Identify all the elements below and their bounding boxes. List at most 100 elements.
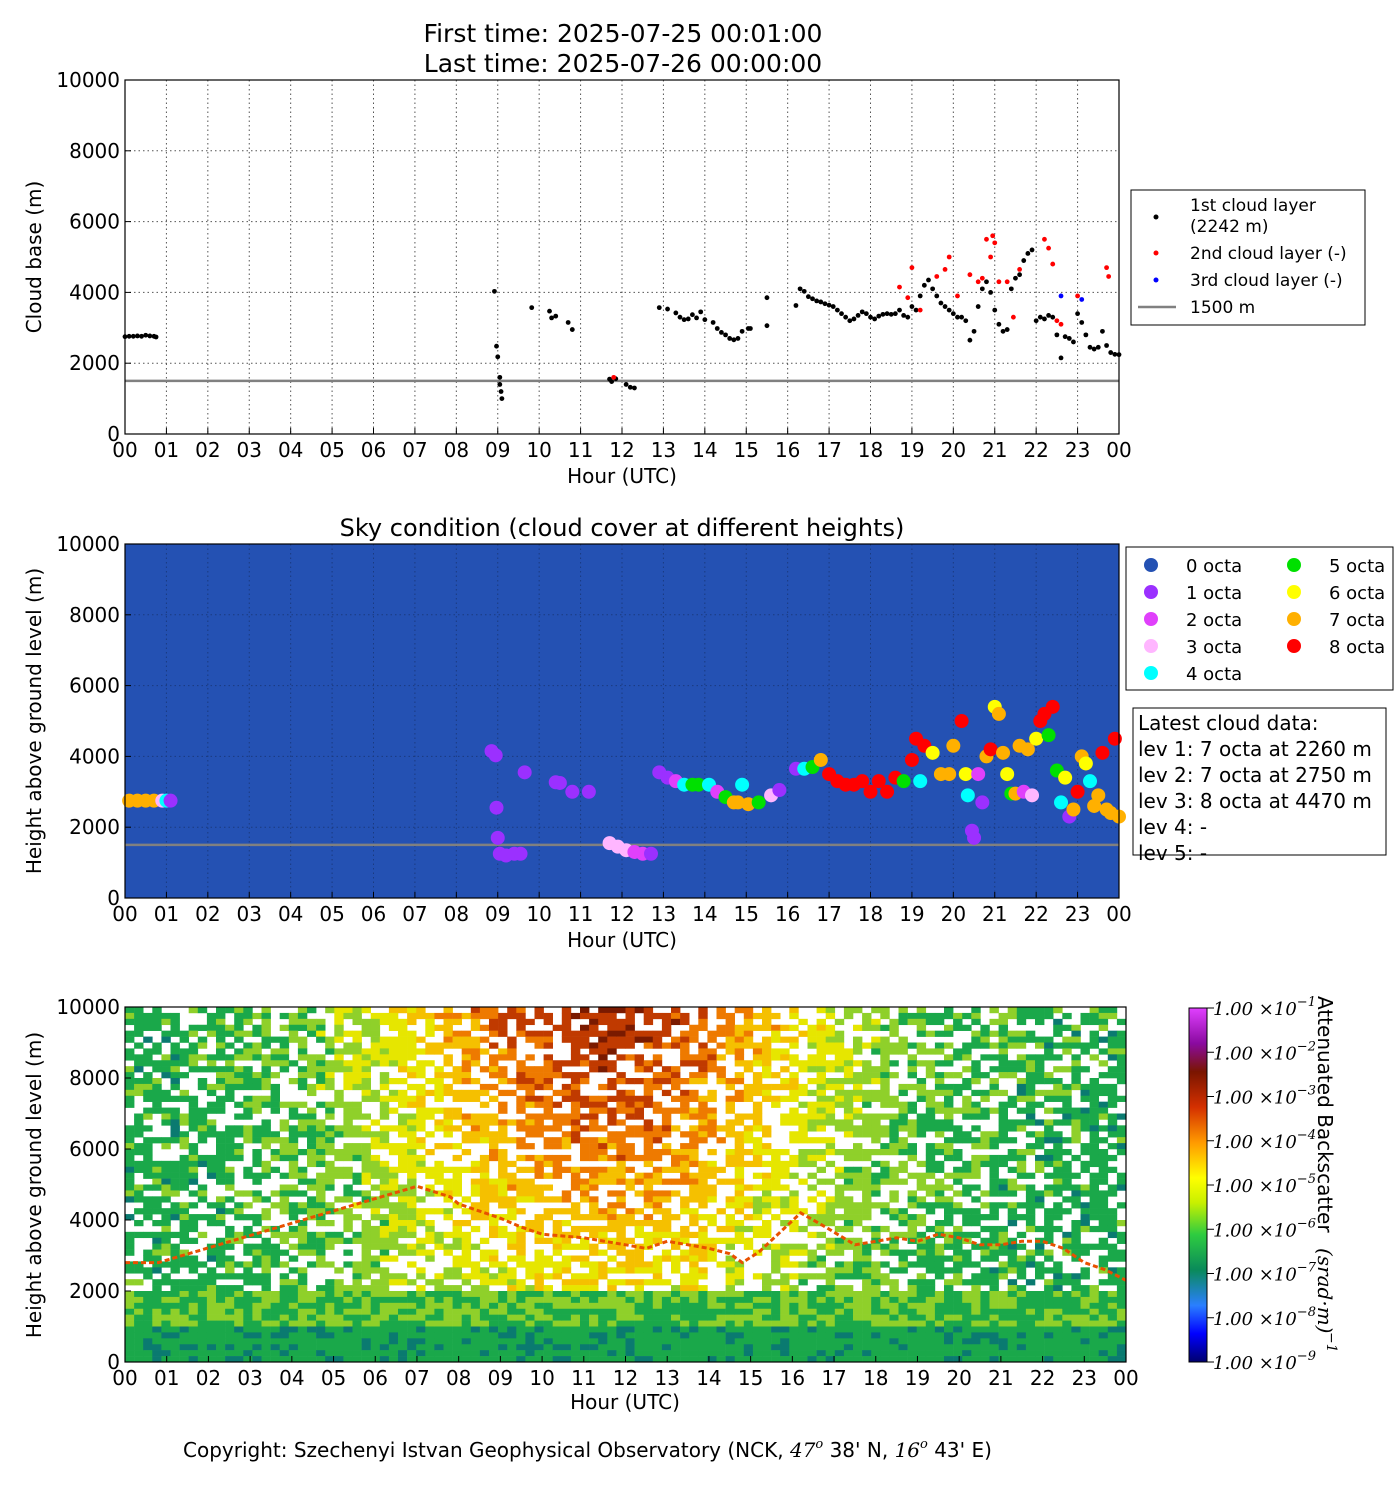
heatmap-cell (725, 1024, 735, 1031)
heatmap-cell (889, 1308, 899, 1315)
heatmap-cell (261, 1196, 271, 1203)
heatmap-cell (179, 1231, 189, 1239)
cloud-point-layer1 (996, 321, 1002, 327)
cloud-base-points (122, 233, 1122, 401)
cloud-point-layer1 (892, 311, 898, 317)
heatmap-cell (771, 1308, 781, 1315)
heatmap-cell (352, 1030, 362, 1037)
heatmap-cell (370, 1208, 381, 1215)
heatmap-cell (343, 1196, 353, 1203)
heatmap-cell (825, 1267, 836, 1274)
heatmap-cell (743, 1350, 754, 1357)
heatmap-cell (707, 1356, 717, 1363)
heatmap-cell (625, 1078, 635, 1085)
heatmap-cell (716, 1350, 726, 1357)
heatmap-cell (261, 1326, 271, 1333)
heatmap-cell (1016, 1296, 1027, 1304)
heatmap-cell (752, 1113, 763, 1120)
heatmap-cell (880, 1296, 890, 1304)
heatmap-cell (552, 1273, 563, 1280)
heatmap-cell (1044, 1332, 1054, 1339)
heatmap-cell (816, 1095, 826, 1102)
heatmap-cell (316, 1291, 326, 1298)
heatmap-cell (370, 1143, 381, 1150)
heatmap-cell (343, 1113, 353, 1120)
heatmap-cell (388, 1172, 399, 1179)
heatmap-cell (134, 1344, 144, 1351)
heatmap-cell (334, 1149, 344, 1156)
heatmap-cell (234, 1344, 244, 1351)
heatmap-cell (552, 1024, 563, 1031)
heatmap-cell (762, 1320, 772, 1327)
heatmap-cell (707, 1320, 717, 1327)
heatmap-cell (816, 1154, 826, 1162)
heatmap-cell (1016, 1214, 1027, 1221)
heatmap-cell (498, 1149, 508, 1156)
heatmap-cell (889, 1101, 899, 1108)
heatmap-cell (671, 1160, 681, 1168)
heatmap-cell (953, 1131, 963, 1138)
heatmap-cell (580, 1356, 590, 1363)
heatmap-cell (216, 1160, 226, 1168)
heatmap-cell (707, 1119, 717, 1126)
heatmap-cell (616, 1237, 626, 1244)
heatmap-cell (288, 1338, 299, 1345)
heatmap-cell (1016, 1344, 1027, 1351)
heatmap-cell (643, 1125, 654, 1132)
heatmap-cell (998, 1308, 1008, 1315)
heatmap-cell (762, 1024, 772, 1031)
cloud-point-layer1 (992, 307, 998, 313)
heatmap-cell (789, 1137, 799, 1144)
heatmap-cell (880, 1172, 890, 1179)
heatmap-cell (307, 1231, 317, 1239)
heatmap-cell (170, 1202, 180, 1209)
heatmap-cell (252, 1231, 262, 1239)
heatmap-cell (379, 1042, 390, 1049)
heatmap-cell (1044, 1320, 1054, 1327)
heatmap-cell (880, 1125, 890, 1132)
heatmap-cell (689, 1072, 699, 1079)
heatmap-cell (843, 1220, 854, 1227)
heatmap-cell (398, 1184, 408, 1191)
heatmap-cell (206, 1332, 217, 1339)
heatmap-cell (288, 1344, 299, 1351)
heatmap-cell (161, 1113, 171, 1120)
heatmap-cell (398, 1273, 408, 1280)
heatmap-cell (716, 1030, 726, 1037)
heatmap-cell (288, 1350, 299, 1357)
heatmap-cell (479, 1125, 490, 1132)
heatmap-cell (580, 1320, 590, 1327)
heatmap-cell (616, 1249, 626, 1256)
heatmap-cell (834, 1296, 845, 1304)
heatmap-cell (325, 1131, 335, 1138)
heatmap-cell (589, 1024, 599, 1031)
heatmap-cell (134, 1060, 144, 1067)
heatmap-cell (989, 1225, 999, 1233)
heatmap-cell (944, 1113, 954, 1120)
heatmap-cell (388, 1214, 399, 1221)
heatmap-cell (661, 1296, 672, 1304)
heatmap-cell (461, 1012, 472, 1020)
heatmap-cell (1025, 1249, 1036, 1256)
heatmap-cell (161, 1243, 171, 1250)
heatmap-cell (871, 1326, 881, 1333)
heatmap-cell (616, 1042, 626, 1049)
heatmap-cell (479, 1154, 490, 1162)
heatmap-cell (643, 1302, 654, 1310)
heatmap-cell (989, 1249, 999, 1256)
heatmap-cell (589, 1243, 599, 1250)
heatmap-cell (971, 1072, 981, 1079)
heatmap-cell (543, 1018, 553, 1026)
heatmap-cell (789, 1024, 799, 1031)
heatmap-cell (652, 1172, 663, 1179)
heatmap-cell (853, 1267, 863, 1274)
heatmap-cell (998, 1160, 1008, 1168)
heatmap-cell (589, 1285, 599, 1292)
cloud-point-layer1 (818, 299, 824, 305)
heatmap-cell (934, 1089, 945, 1097)
heatmap-cell (998, 1261, 1008, 1268)
heatmap-cell (889, 1178, 899, 1185)
heatmap-cell (170, 1042, 180, 1049)
heatmap-cell (261, 1214, 271, 1221)
